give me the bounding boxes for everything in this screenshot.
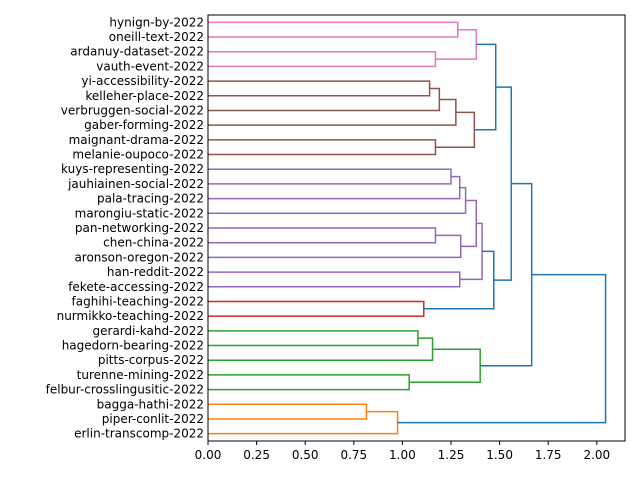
x-tick-label: 1.00 [389,448,416,462]
leaf-label: piper-conlit-2022 [102,412,204,426]
leaf-label: hagedorn-bearing-2022 [62,339,204,353]
leaf-labels: hynign-by-2022oneill-text-2022ardanuy-da… [46,15,204,440]
leaf-label: yi-accessibility-2022 [81,74,204,88]
dendrogram-link [208,374,410,391]
leaf-label: marongiu-static-2022 [75,206,204,220]
dendrogram-link [208,87,441,112]
leaf-label: hynign-by-2022 [109,15,204,29]
dendrogram-links [208,21,607,435]
leaf-label: vauth-event-2022 [96,59,204,73]
leaf-label: chen-china-2022 [103,236,204,250]
x-tick-label: 1.50 [486,448,513,462]
leaf-label: faghihi-teaching-2022 [72,294,204,308]
dendrogram-link [474,43,497,131]
dendrogram-link [208,300,425,317]
leaf-label: verbruggen-social-2022 [61,103,204,117]
leaf-label: turenne-mining-2022 [77,368,204,382]
dendrogram-link [208,50,437,68]
dendrogram-link [208,175,461,200]
dendrogram-link [208,21,459,38]
dendrogram-link [208,330,419,347]
leaf-label: felbur-crosslingusitic-2022 [46,383,204,397]
x-tick-label: 0.00 [195,448,222,462]
dendrogram-link [208,271,461,288]
x-axis-ticks: 0.00 0.25 0.50 0.75 1.00 1.25 1.50 1.75 2.00 [195,441,610,462]
plot-frame [207,14,626,442]
dendrogram-link [208,139,437,156]
leaf-label: melanie-oupoco-2022 [72,148,204,162]
leaf-label: ardanuy-dataset-2022 [70,45,204,59]
leaf-label: erlin-transcomp-2022 [74,427,204,441]
dendrogram-link [397,273,607,424]
x-tick-label: 0.25 [243,448,270,462]
leaf-label: maignant-drama-2022 [69,133,204,147]
dendrogram-link [208,168,452,185]
leaf-label: gaber-forming-2022 [84,118,204,132]
dendrogram-link [409,348,481,383]
dendrogram-link [208,403,368,420]
dendrogram-link [208,337,434,361]
leaf-label: kelleher-place-2022 [85,89,204,103]
leaf-label: pala-tracing-2022 [97,192,204,206]
x-tick-label: 2.00 [583,448,610,462]
leaf-label: kuys-representing-2022 [61,162,204,176]
leaf-label: gerardi-kahd-2022 [93,324,204,338]
dendrogram-link [435,28,478,60]
leaf-label: oneill-text-2022 [109,30,204,44]
x-tick-label: 0.50 [292,448,319,462]
dendrogram-link [460,199,478,248]
dendrogram-link [423,250,495,310]
dendrogram-link [459,222,483,281]
leaf-label: fekete-accessing-2022 [68,280,204,294]
dendrogram-link [208,410,399,435]
dendrogram-link [480,182,533,367]
dendrogram-link [208,80,431,97]
x-tick-label: 1.25 [438,448,465,462]
dendrogram-link [208,186,467,215]
leaf-label: pitts-corpus-2022 [98,353,204,367]
dendrogram-link [208,98,457,126]
x-tick-label: 1.75 [535,448,562,462]
dendrogram-link [208,227,437,244]
dendrogram-link [435,111,476,148]
leaf-label: jauhiainen-social-2022 [67,177,204,191]
leaf-label: pan-networking-2022 [75,221,204,235]
leaf-label: aronson-oregon-2022 [74,250,204,264]
leaf-label: nurmikko-teaching-2022 [57,309,204,323]
x-tick-label: 0.75 [340,448,367,462]
leaf-label: han-reddit-2022 [107,265,204,279]
leaf-label: bagga-hathi-2022 [97,397,204,411]
dendrogram-link [208,234,462,259]
